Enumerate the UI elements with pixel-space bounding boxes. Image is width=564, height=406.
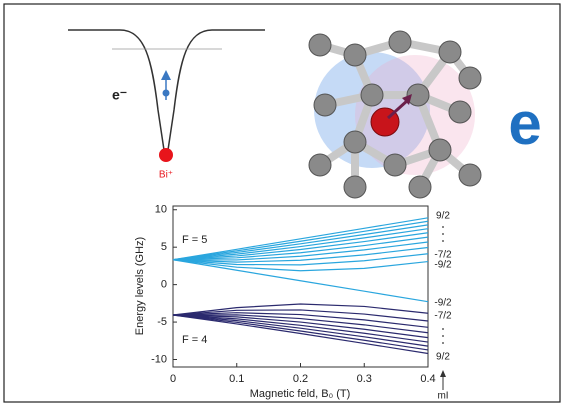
y-tick-label: -10 <box>151 353 167 365</box>
frame <box>4 4 560 402</box>
donor-label: Bi⁺ <box>159 170 173 181</box>
m-value-label: 9/2 <box>436 211 450 222</box>
annotation: F = 5 <box>182 234 207 246</box>
m-value-label: -9/2 <box>434 298 452 309</box>
electron <box>163 90 170 97</box>
page: e⁻ Bi⁺ e Energy levels (GHz) Magnetic fe… <box>0 0 564 406</box>
x-tick-label: 0 <box>170 373 176 385</box>
figure: e⁻ Bi⁺ e Energy levels (GHz) Magnetic fe… <box>0 0 564 406</box>
y-tick-label: 0 <box>161 279 167 291</box>
electron-label: e⁻ <box>112 87 127 103</box>
x-axis-label: Magnetic feld, B₀ (T) <box>250 388 351 400</box>
y-axis-label: Energy levels (GHz) <box>134 237 146 335</box>
m-value-label: -9/2 <box>434 260 452 271</box>
x-tick-label: 0.3 <box>357 373 372 385</box>
x-tick-label: 0.4 <box>420 373 435 385</box>
y-tick-label: 5 <box>161 241 167 253</box>
m-value-label: 9/2 <box>436 352 450 363</box>
donor <box>159 148 173 162</box>
x-tick-label: 0.2 <box>293 373 308 385</box>
annotation: F = 4 <box>182 334 207 346</box>
big-letter: e <box>508 90 541 157</box>
y-tick-label: -5 <box>157 316 167 328</box>
m-label: mI <box>437 391 448 402</box>
y-tick-label: 10 <box>155 204 167 216</box>
x-tick-label: 0.1 <box>229 373 244 385</box>
m-value-label: -7/2 <box>434 311 452 322</box>
